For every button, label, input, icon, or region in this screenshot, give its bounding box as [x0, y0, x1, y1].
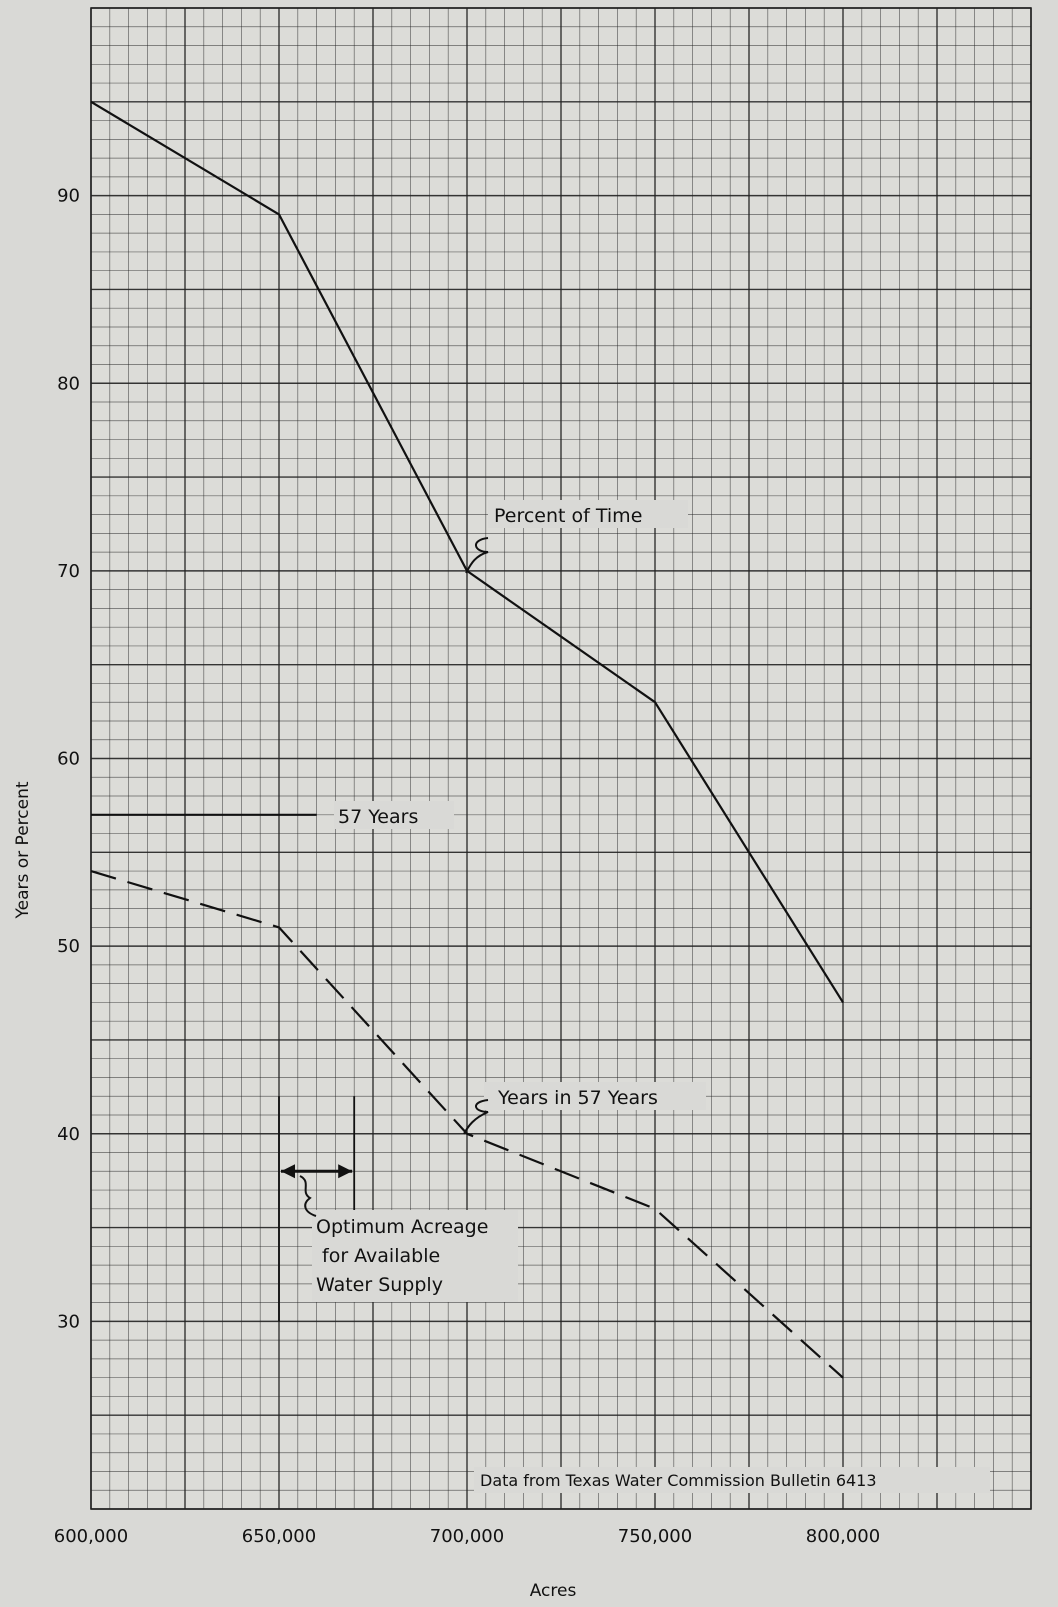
x-tick-label: 650,000	[242, 1526, 316, 1547]
y-tick-label: 80	[57, 373, 80, 394]
y-tick-label: 40	[57, 1124, 80, 1145]
x-tick-label: 700,000	[430, 1526, 504, 1547]
percent-of-time-pointer	[465, 537, 489, 574]
fifty-seven-years-label-bg	[334, 801, 454, 829]
years-in-57-pointer	[463, 1099, 489, 1135]
tick-labels: 600,000 650,000 700,000 750,000 800,000 30 40 5…	[54, 186, 880, 1547]
optimum-label-line3: Water Supply	[316, 1274, 443, 1296]
x-tick-label: 800,000	[806, 1526, 880, 1547]
percent-of-time-label: Percent of Time	[494, 505, 642, 527]
optimum-label-line2: for Available	[322, 1245, 440, 1267]
y-tick-label: 30	[57, 1311, 80, 1332]
optimum-arrowhead-left	[281, 1164, 295, 1179]
source-note: Data from Texas Water Commission Bulleti…	[480, 1471, 877, 1490]
y-axis-title: Years or Percent	[13, 781, 33, 919]
source-note-bg	[474, 1467, 990, 1493]
fifty-seven-years-label: 57 Years	[338, 806, 418, 828]
x-axis-title: Acres	[530, 1581, 577, 1601]
reference-marks	[91, 813, 356, 1322]
y-tick-label: 90	[57, 186, 80, 207]
x-tick-label: 750,000	[618, 1526, 692, 1547]
y-tick-label: 50	[57, 936, 80, 957]
years-in-57-label: Years in 57 Years	[497, 1087, 658, 1109]
x-tick-label: 600,000	[54, 1526, 128, 1547]
grid	[90, 7, 1032, 1510]
percent-of-time-label-bg	[488, 500, 688, 528]
optimum-label-bg	[312, 1210, 518, 1302]
y-tick-label: 60	[57, 749, 80, 770]
optimum-arrowhead-right	[338, 1164, 353, 1179]
y-tick-label: 70	[57, 561, 80, 582]
optimum-pointer	[299, 1175, 317, 1217]
optimum-label-line1: Optimum Acreage	[316, 1216, 488, 1238]
series-line-years-in-57-years	[90, 870, 844, 1379]
years-in-57-label-bg	[484, 1082, 706, 1110]
